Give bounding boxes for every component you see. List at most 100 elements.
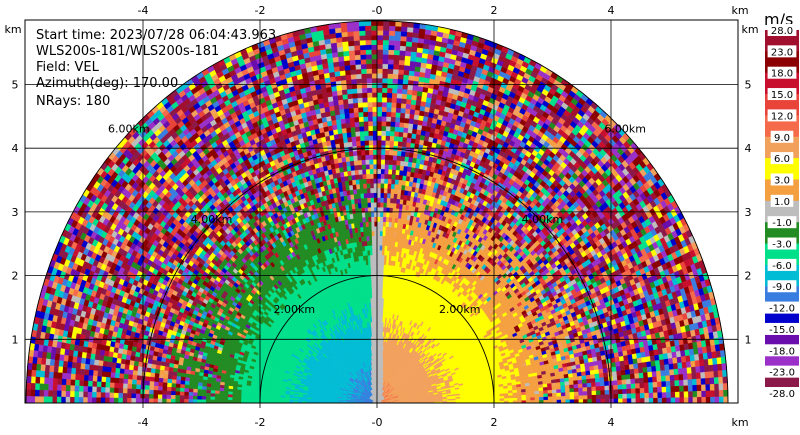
velocity-cell	[661, 380, 667, 387]
velocity-cell	[681, 361, 688, 369]
velocity-cell	[634, 382, 641, 389]
velocity-cell	[586, 382, 592, 388]
velocity-cell	[538, 396, 544, 401]
velocity-cell	[669, 368, 675, 376]
velocity-cell	[634, 372, 640, 379]
velocity-cell	[596, 398, 602, 404]
velocity-cell	[626, 393, 632, 399]
velocity-cell	[560, 384, 566, 390]
velocity-cell	[552, 399, 558, 404]
velocity-cell	[670, 397, 676, 404]
velocity-cell	[552, 395, 558, 400]
velocity-cell	[530, 393, 536, 398]
velocity-cell	[595, 394, 601, 400]
velocity-cell	[616, 374, 623, 381]
velocity-cell	[613, 398, 619, 404]
velocity-cell	[486, 398, 492, 402]
velocity-cell	[670, 391, 676, 398]
velocity-cell	[591, 386, 597, 391]
velocity-cell	[674, 385, 680, 392]
velocity-cell	[718, 376, 724, 384]
velocity-cell	[692, 384, 698, 392]
velocity-cell	[705, 396, 711, 404]
velocity-cell	[666, 397, 672, 404]
velocity-cell	[617, 379, 623, 385]
velocity-cell	[709, 377, 715, 385]
velocity-cell	[674, 379, 680, 387]
velocity-cell	[665, 380, 671, 387]
velocity-cell	[679, 397, 685, 404]
velocity-cell	[646, 366, 653, 373]
velocity-cell	[629, 368, 635, 375]
velocity-cell	[582, 394, 588, 400]
velocity-cell	[643, 382, 649, 388]
velocity-cell	[691, 378, 698, 386]
velocity-cell	[714, 389, 720, 397]
velocity-cell	[564, 384, 570, 389]
velocity-cell	[648, 392, 654, 399]
velocity-cell	[617, 388, 623, 395]
velocity-cell	[714, 383, 720, 391]
velocity-cell	[589, 369, 595, 375]
velocity-cell	[547, 392, 553, 397]
velocity-cell	[675, 396, 680, 404]
velocity-cell	[630, 378, 636, 384]
velocity-cell	[686, 366, 692, 374]
velocity-cell	[543, 396, 549, 401]
velocity-cell	[581, 378, 588, 384]
velocity-cell	[577, 379, 583, 385]
velocity-cell	[617, 393, 623, 399]
velocity-cell	[718, 389, 724, 397]
velocity-cell	[673, 368, 679, 375]
velocity-cell	[678, 379, 684, 386]
velocity-cell	[609, 398, 615, 404]
velocity-cell	[569, 391, 575, 396]
velocity-cell	[547, 389, 553, 394]
velocity-cell	[573, 391, 579, 396]
velocity-cell	[688, 390, 694, 398]
velocity-cell	[712, 363, 719, 372]
velocity-cell	[634, 377, 640, 384]
velocity-cell	[613, 388, 619, 395]
velocity-cell	[652, 376, 658, 383]
velocity-cell	[635, 387, 641, 394]
velocity-cell	[556, 388, 562, 393]
velocity-cell	[708, 364, 714, 372]
velocity-cell	[661, 391, 667, 398]
velocity-cell	[687, 372, 693, 380]
velocity-cell	[690, 360, 696, 368]
velocity-cell	[499, 397, 505, 401]
velocity-cell	[701, 390, 707, 398]
velocity-cell	[648, 381, 654, 388]
velocity-cell	[723, 396, 729, 404]
velocity-cell	[637, 362, 643, 369]
velocity-cell	[648, 397, 654, 404]
velocity-cell	[687, 378, 693, 386]
velocity-cell	[648, 386, 654, 393]
velocity-cell	[521, 397, 527, 401]
velocity-cell	[631, 397, 637, 404]
velocity-cell	[582, 390, 588, 396]
velocity-cell	[625, 378, 632, 385]
velocity-cell	[630, 383, 636, 389]
velocity-cell	[594, 373, 600, 379]
velocity-cell	[657, 386, 663, 393]
velocity-cell	[703, 358, 709, 366]
velocity-cell	[556, 399, 562, 404]
velocity-cell	[517, 397, 523, 401]
velocity-cell	[700, 383, 707, 391]
velocity-cell	[718, 382, 724, 391]
velocity-cell	[638, 377, 645, 384]
velocity-cell	[669, 374, 675, 381]
velocity-cell	[622, 397, 628, 404]
velocity-cell	[722, 382, 729, 391]
velocity-cell	[582, 386, 588, 392]
velocity-cell	[659, 358, 665, 366]
velocity-cell	[704, 364, 710, 373]
velocity-cell	[600, 398, 606, 404]
velocity-cell	[530, 396, 536, 401]
velocity-cell	[621, 379, 627, 385]
velocity-cell	[626, 398, 632, 404]
velocity-cell	[620, 364, 626, 371]
